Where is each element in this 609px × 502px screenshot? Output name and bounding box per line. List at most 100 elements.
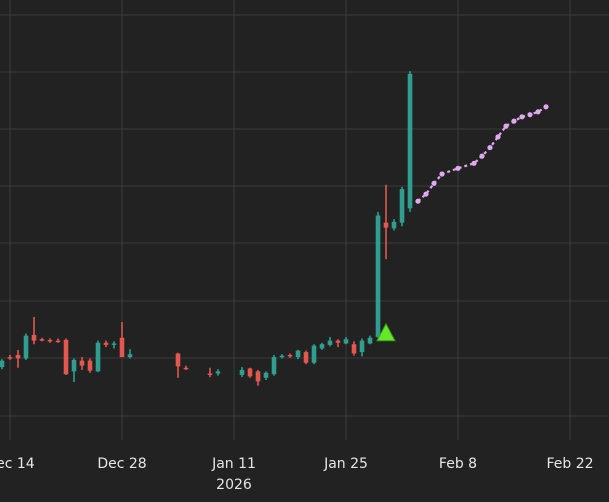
candle xyxy=(359,338,365,357)
candle-body-up xyxy=(311,345,317,363)
candle-body-down xyxy=(183,367,189,370)
candle xyxy=(87,358,93,373)
candle-body-up xyxy=(0,360,5,368)
x-tick-label: Jan 25 xyxy=(323,456,368,472)
candle-body-up xyxy=(399,189,405,223)
candle xyxy=(335,339,341,348)
x-axis: Dec 14 Dec 28 Jan 11 Jan 25 Feb 8 Feb 22… xyxy=(0,456,594,493)
candle-body-up xyxy=(391,221,397,229)
candle xyxy=(391,219,397,231)
candle xyxy=(79,357,85,370)
projection-point xyxy=(455,165,461,171)
candle-body-up xyxy=(71,359,77,372)
x-tick-label: Jan 11 xyxy=(211,456,256,472)
candle xyxy=(31,317,37,345)
projection-point xyxy=(431,180,437,186)
candle xyxy=(119,322,125,358)
candle xyxy=(263,371,269,380)
projection-point xyxy=(543,104,549,110)
x-tick-label: Feb 22 xyxy=(546,456,593,472)
projection-point xyxy=(503,123,509,129)
candle-body-up xyxy=(343,339,349,344)
candle-body-down xyxy=(103,342,109,345)
candlestick-series xyxy=(0,71,413,386)
candle-body-up xyxy=(239,369,245,375)
candle-body-down xyxy=(351,344,357,354)
candle xyxy=(71,358,77,383)
candle xyxy=(287,353,293,358)
candle xyxy=(0,359,5,370)
candle-body-down xyxy=(287,354,293,357)
candle xyxy=(327,337,333,347)
candle xyxy=(295,349,301,360)
x-axis-year-label: 2026 xyxy=(216,477,252,493)
candle-body-up xyxy=(279,355,285,358)
candle-body-up xyxy=(375,215,381,338)
candle xyxy=(15,349,21,368)
candle xyxy=(311,344,317,365)
candle xyxy=(383,184,389,260)
candle-body-down xyxy=(303,352,309,363)
candle-body-up xyxy=(95,342,101,372)
grid-lines xyxy=(0,0,609,440)
candle xyxy=(239,367,245,378)
candle xyxy=(375,211,381,338)
candle-body-up xyxy=(295,350,301,358)
candle-body-down xyxy=(383,222,389,228)
candle-body-down xyxy=(119,337,125,358)
projection-point xyxy=(527,112,533,118)
candle-body-down xyxy=(15,354,21,359)
projection-point xyxy=(479,153,485,159)
candle xyxy=(279,354,285,359)
candle xyxy=(367,335,373,345)
projection-point xyxy=(439,171,445,177)
candle-body-down xyxy=(207,373,213,376)
candle xyxy=(103,340,109,348)
candle xyxy=(55,338,61,343)
candle xyxy=(247,367,253,378)
candle-body-up xyxy=(271,357,277,375)
candle-body-up xyxy=(215,371,221,374)
candle-body-down xyxy=(175,353,181,367)
candle xyxy=(63,338,69,375)
candle-body-down xyxy=(55,340,61,343)
candle-body-down xyxy=(335,340,341,343)
candle xyxy=(39,337,45,342)
candle-body-up xyxy=(319,344,325,349)
candle xyxy=(271,354,277,376)
candle xyxy=(175,352,181,378)
projection-point xyxy=(535,109,541,115)
projection-point xyxy=(495,134,501,140)
candle-body-down xyxy=(87,360,93,371)
candle xyxy=(407,71,413,212)
candle-body-up xyxy=(327,340,333,345)
projection-point xyxy=(519,114,525,120)
candle-body-down xyxy=(7,357,13,359)
x-tick-label: Dec 28 xyxy=(97,456,146,472)
candle xyxy=(255,369,261,386)
candle xyxy=(303,350,309,365)
candle xyxy=(351,341,357,356)
candle xyxy=(207,367,213,378)
candle-body-up xyxy=(111,343,117,345)
candle xyxy=(183,365,189,370)
candle xyxy=(127,349,133,359)
candle-body-up xyxy=(263,372,269,378)
candle-body-up xyxy=(407,73,413,209)
signal-markers xyxy=(376,322,396,342)
candle-body-down xyxy=(255,371,261,382)
candle xyxy=(95,340,101,373)
projection-series xyxy=(415,104,549,204)
candle-body-down xyxy=(47,339,53,342)
candle-body-up xyxy=(23,335,29,359)
candle xyxy=(343,337,349,345)
candle xyxy=(111,341,117,349)
x-tick-label: Dec 14 xyxy=(0,456,35,472)
projection-point xyxy=(487,144,493,151)
projection-point xyxy=(423,191,429,197)
candle xyxy=(7,354,13,360)
projection-point xyxy=(471,160,477,166)
